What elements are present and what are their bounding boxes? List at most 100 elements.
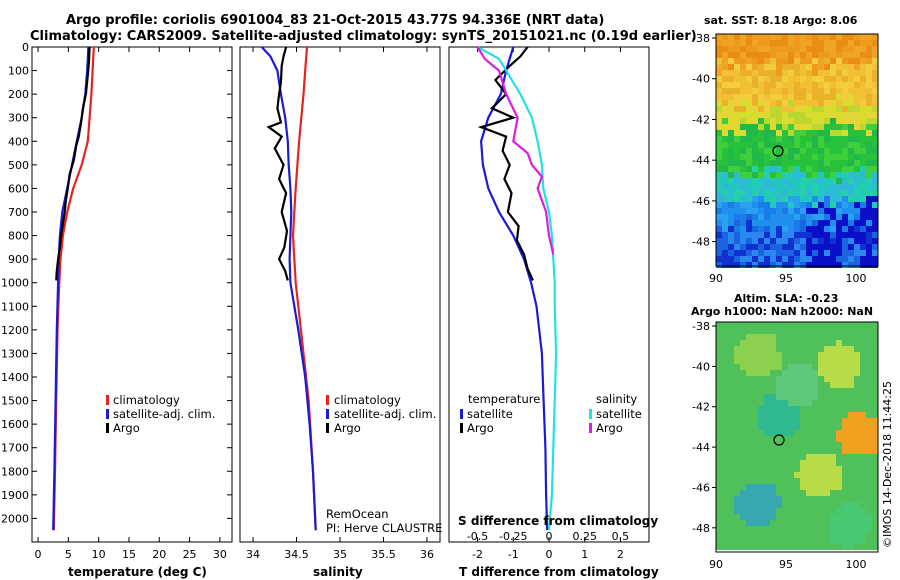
sla-cell xyxy=(776,346,782,352)
sla-cell xyxy=(854,364,860,370)
sla-cell xyxy=(848,448,854,454)
credit-project: RemOcean xyxy=(326,507,389,521)
sst-cell xyxy=(824,46,830,52)
sst-cell xyxy=(800,250,806,256)
sla-cell xyxy=(722,502,728,508)
sla-cell xyxy=(746,502,752,508)
sst-cell xyxy=(842,52,848,58)
sla-cell xyxy=(764,388,770,394)
sst-cell xyxy=(848,148,854,154)
sst-cell xyxy=(752,100,758,106)
sla-cell xyxy=(818,334,824,340)
sla-cell xyxy=(758,466,764,472)
sst-cell xyxy=(764,118,770,124)
sla-cell xyxy=(722,514,728,520)
sst-cell xyxy=(764,250,770,256)
sst-cell xyxy=(752,64,758,70)
sst-cell xyxy=(854,100,860,106)
sla-cell xyxy=(746,376,752,382)
x-tick-label: 0 xyxy=(546,548,553,561)
sst-cell xyxy=(830,250,836,256)
sst-cell xyxy=(842,64,848,70)
sst-cell xyxy=(752,106,758,112)
sst-cell xyxy=(806,106,812,112)
sla-cell xyxy=(842,544,848,550)
sst-cell xyxy=(800,160,806,166)
sst-cell xyxy=(830,214,836,220)
sst-cell xyxy=(830,190,836,196)
sla-cell xyxy=(800,424,806,430)
sla-cell xyxy=(788,484,794,490)
lat-tick-label: -46 xyxy=(692,195,710,208)
sla-cell xyxy=(830,478,836,484)
sla-cell xyxy=(812,382,818,388)
sla-cell xyxy=(776,508,782,514)
sst-cell xyxy=(872,106,878,112)
sst-cell xyxy=(764,106,770,112)
sla-cell xyxy=(860,394,866,400)
sla-cell xyxy=(716,448,722,454)
difference-frame xyxy=(448,46,650,543)
sla-cell xyxy=(770,514,776,520)
sst-cell xyxy=(722,94,728,100)
sla-cell xyxy=(776,544,782,550)
sla-cell xyxy=(824,334,830,340)
sla-cell xyxy=(794,466,800,472)
sst-cell xyxy=(872,160,878,166)
sst-cell xyxy=(872,136,878,142)
sst-cell xyxy=(830,196,836,202)
sla-cell xyxy=(770,526,776,532)
sla-cell xyxy=(776,370,782,376)
sla-cell xyxy=(728,514,734,520)
sst-cell xyxy=(734,190,740,196)
sla-cell xyxy=(812,454,818,460)
sla-cell xyxy=(770,322,776,328)
sst-cell xyxy=(734,46,740,52)
sst-cell xyxy=(824,214,830,220)
sst-cell xyxy=(734,142,740,148)
x-tick-label: 5 xyxy=(65,548,72,561)
sla-cell xyxy=(860,454,866,460)
sla-cell xyxy=(758,376,764,382)
sla-cell xyxy=(860,370,866,376)
sst-cell xyxy=(716,256,722,262)
sst-cell xyxy=(746,202,752,208)
sla-cell xyxy=(824,358,830,364)
sla-cell xyxy=(758,442,764,448)
sst-cell xyxy=(776,178,782,184)
sla-cell xyxy=(800,334,806,340)
sla-cell xyxy=(848,418,854,424)
sst-cell xyxy=(758,118,764,124)
sst-cell xyxy=(776,58,782,64)
sst-cell xyxy=(860,130,866,136)
sst-cell xyxy=(866,244,872,250)
sst-cell xyxy=(812,220,818,226)
sst-cell xyxy=(722,34,728,40)
sst-cell xyxy=(842,118,848,124)
sla-cell xyxy=(746,424,752,430)
sla-cell xyxy=(752,382,758,388)
sla-cell xyxy=(872,502,878,508)
sla-cell xyxy=(758,484,764,490)
sst-cell xyxy=(830,106,836,112)
sla-cell xyxy=(776,520,782,526)
sla-cell xyxy=(836,532,842,538)
sla-cell xyxy=(752,322,758,328)
sla-cell xyxy=(758,436,764,442)
sst-cell xyxy=(752,40,758,46)
sla-cell xyxy=(740,544,746,550)
sst-cell xyxy=(818,40,824,46)
sst-cell xyxy=(722,46,728,52)
sst-cell xyxy=(752,154,758,160)
sst-cell xyxy=(764,88,770,94)
sla-cell xyxy=(854,472,860,478)
legend-climatology-label: climatology xyxy=(334,393,401,407)
sla-cell xyxy=(776,466,782,472)
sst-cell xyxy=(722,208,728,214)
sla-cell xyxy=(746,406,752,412)
sst-cell xyxy=(740,88,746,94)
sst-cell xyxy=(806,160,812,166)
sst-cell xyxy=(860,46,866,52)
sla-cell xyxy=(812,496,818,502)
sla-cell xyxy=(764,514,770,520)
